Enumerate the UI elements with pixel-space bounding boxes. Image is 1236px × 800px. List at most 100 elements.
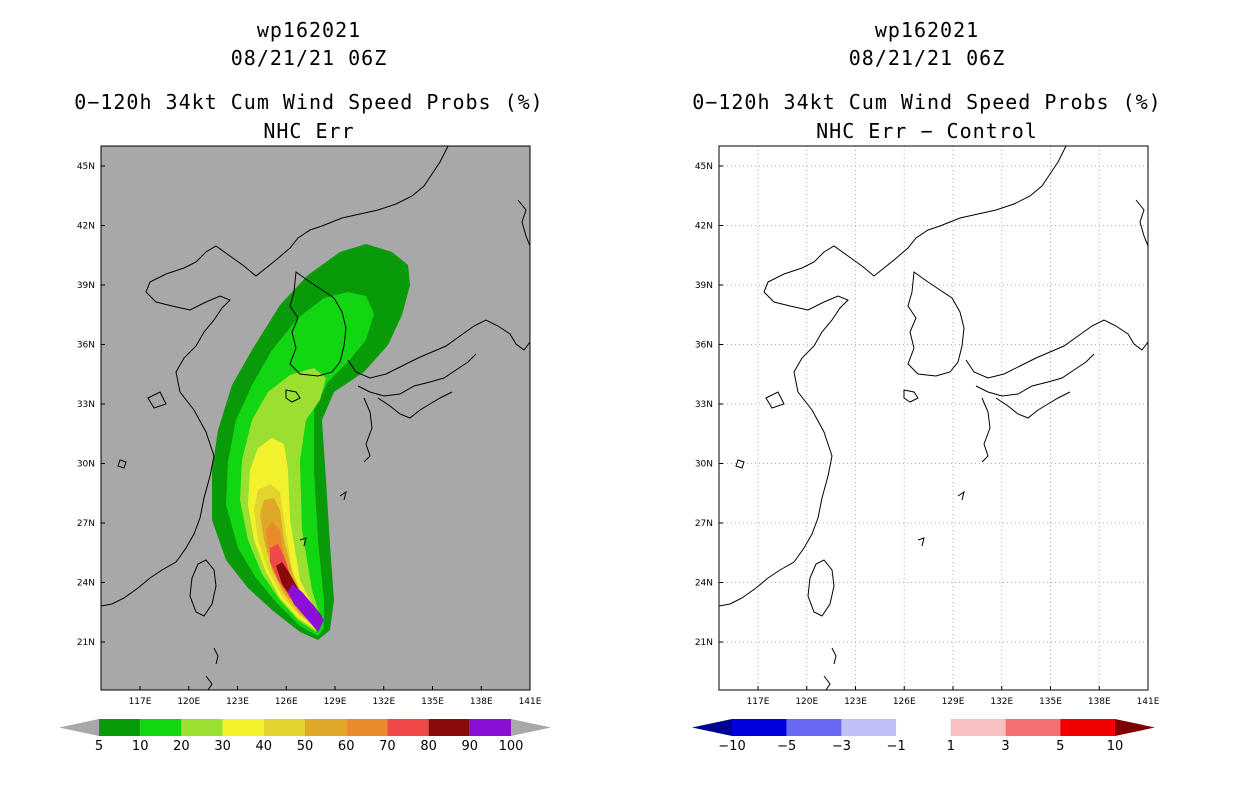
- dotted-gridlines: [719, 146, 1148, 690]
- colorbar-label: −1: [887, 739, 906, 754]
- lat-label: 30N: [77, 460, 95, 470]
- storm-id-title: wp162021: [256, 18, 362, 42]
- colorbar-high-arrow: [1115, 719, 1155, 736]
- left-map-panel: wp162021 08/21/21 06Z 0−120h 34kt Cum Wi…: [59, 18, 551, 754]
- colorbar-swatch: [181, 719, 223, 736]
- lat-label: 30N: [695, 460, 713, 470]
- date-time-title: 08/21/21 06Z: [230, 46, 388, 70]
- lat-label: 36N: [695, 341, 713, 351]
- colorbar-swatch: [387, 719, 429, 736]
- colorbar-swatch: [786, 719, 842, 736]
- colorbar-label: 30: [214, 739, 231, 754]
- lat-label: 39N: [695, 281, 713, 291]
- colorbar-label: 100: [499, 739, 524, 754]
- colorbar-swatch: [222, 719, 264, 736]
- map-background: [719, 146, 1148, 690]
- lon-label: 141E: [1137, 697, 1160, 707]
- lat-label: 24N: [77, 579, 95, 589]
- lon-label: 138E: [470, 697, 493, 707]
- map-frame: [718, 145, 1149, 691]
- lon-label: 132E: [372, 697, 395, 707]
- lat-label: 27N: [695, 519, 713, 529]
- colorbar-swatch: [841, 719, 897, 736]
- longitude-labels: 117E 120E 123E 126E 129E 132E 135E 138E 141E: [129, 686, 542, 707]
- colorbar-swatch: [1005, 719, 1061, 736]
- difference-colorbar: −10 −5 −3 −1 1 3 5 10: [692, 719, 1155, 754]
- lon-label: 123E: [226, 697, 249, 707]
- colorbar-label: −10: [718, 739, 745, 754]
- latitude-labels: 45N 42N 39N 36N 33N 30N 27N 24N 21N: [77, 162, 105, 648]
- subtitle: NHC Err − Control: [816, 119, 1038, 143]
- lon-label: 138E: [1088, 697, 1111, 707]
- latitude-labels: 45N 42N 39N 36N 33N 30N 27N 24N 21N: [695, 162, 723, 648]
- colorbar-high-arrow: [511, 719, 551, 736]
- left-map-svg: 45N 42N 39N 36N 33N 30N 27N 24N 21N 117E 120E 123E…: [59, 145, 551, 754]
- colorbar-label: 5: [95, 739, 103, 754]
- product-title: 0−120h 34kt Cum Wind Speed Probs (%): [692, 90, 1162, 114]
- colorbar-low-arrow: [59, 719, 99, 736]
- lat-label: 45N: [695, 162, 713, 172]
- lat-label: 42N: [77, 222, 95, 232]
- lat-label: 27N: [77, 519, 95, 529]
- subtitle: NHC Err: [263, 119, 355, 143]
- lon-label: 126E: [275, 697, 298, 707]
- lon-label: 117E: [747, 697, 770, 707]
- lat-label: 33N: [77, 400, 95, 410]
- colorbar-label: 80: [420, 739, 437, 754]
- colorbar-swatch: [305, 719, 347, 736]
- colorbar-swatch: [99, 719, 141, 736]
- lon-label: 120E: [795, 697, 818, 707]
- lon-label: 120E: [177, 697, 200, 707]
- lat-label: 21N: [695, 638, 713, 648]
- lon-label: 129E: [324, 697, 347, 707]
- colorbar-swatch: [428, 719, 470, 736]
- storm-id-title: wp162021: [874, 18, 980, 42]
- colorbar-label: 5: [1056, 739, 1064, 754]
- colorbar-swatch: [346, 719, 388, 736]
- prob-contour-90: [288, 584, 324, 632]
- date-time-title: 08/21/21 06Z: [848, 46, 1006, 70]
- colorbar-label: 50: [297, 739, 314, 754]
- lat-label: 21N: [77, 638, 95, 648]
- colorbar-swatch: [1060, 719, 1115, 736]
- colorbar-label: −3: [832, 739, 851, 754]
- colorbar-swatch: [896, 719, 951, 736]
- lat-label: 42N: [695, 222, 713, 232]
- product-title: 0−120h 34kt Cum Wind Speed Probs (%): [74, 90, 544, 114]
- lat-label: 36N: [77, 341, 95, 351]
- lat-label: 33N: [695, 400, 713, 410]
- colorbar-label: 40: [256, 739, 273, 754]
- colorbar-label: 10: [132, 739, 149, 754]
- lon-label: 141E: [519, 697, 542, 707]
- colorbar-label: 10: [1107, 739, 1124, 754]
- right-map-svg: 45N 42N 39N 36N 33N 30N 27N 24N 21N 117E 120E 123E…: [692, 145, 1160, 754]
- coastlines: [719, 146, 1148, 690]
- lat-label: 24N: [695, 579, 713, 589]
- right-map-panel: wp162021 08/21/21 06Z 0−120h 34kt Cum Wi…: [618, 0, 1236, 800]
- probability-colorbar: 5 10 20 30 40 50 60 70 80 90 100: [59, 719, 551, 754]
- colorbar-label: −5: [777, 739, 796, 754]
- map-frame: [100, 145, 531, 691]
- lat-label: 39N: [77, 281, 95, 291]
- longitude-labels: 117E 120E 123E 126E 129E 132E 135E 138E 141E: [747, 686, 1160, 707]
- colorbar-swatch: [950, 719, 1006, 736]
- coastlines: [101, 146, 530, 690]
- colorbar-low-arrow: [692, 719, 732, 736]
- lon-label: 135E: [1039, 697, 1062, 707]
- lon-label: 129E: [942, 697, 965, 707]
- colorbar-label: 70: [379, 739, 396, 754]
- lon-label: 135E: [421, 697, 444, 707]
- lon-label: 132E: [990, 697, 1013, 707]
- colorbar-swatch: [469, 719, 511, 736]
- lon-label: 126E: [893, 697, 916, 707]
- colorbar-swatch: [263, 719, 305, 736]
- lat-label: 45N: [77, 162, 95, 172]
- colorbar-label: 90: [462, 739, 479, 754]
- colorbar-swatch: [140, 719, 182, 736]
- lon-label: 117E: [129, 697, 152, 707]
- colorbar-label: 1: [947, 739, 955, 754]
- colorbar-swatch: [732, 719, 787, 736]
- colorbar-label: 3: [1001, 739, 1009, 754]
- lon-label: 123E: [844, 697, 867, 707]
- colorbar-label: 60: [338, 739, 355, 754]
